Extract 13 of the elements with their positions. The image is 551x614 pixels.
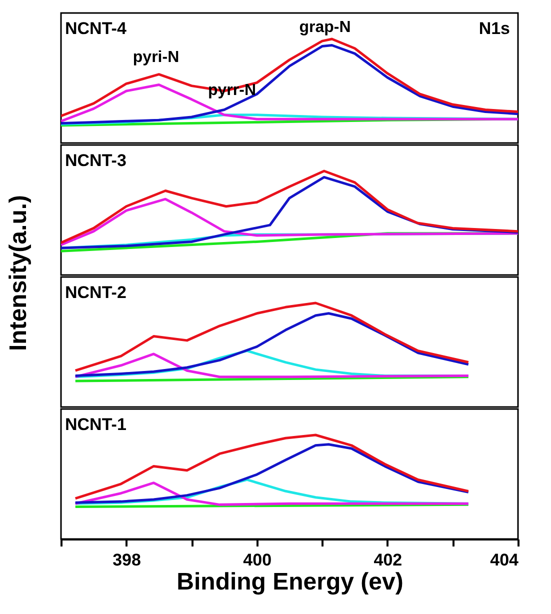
annotation: pyri-N (132, 49, 180, 66)
x-tick-label: 398 (112, 550, 141, 570)
text: NCNT-4 (65, 19, 127, 38)
y-axis-title: Intensity(a.u.) (5, 194, 32, 352)
x-tick-label: 404 (490, 550, 520, 570)
x-tick-label: 402 (374, 550, 402, 570)
x-tick-label: 400 (243, 550, 272, 570)
text: NCNT-1 (65, 415, 126, 434)
x-axis-title: Binding Energy (ev) (176, 568, 404, 596)
text: N1s (478, 19, 510, 38)
text: NCNT-3 (65, 151, 126, 170)
text: NCNT-2 (65, 283, 126, 302)
text: grap-N (299, 19, 351, 36)
